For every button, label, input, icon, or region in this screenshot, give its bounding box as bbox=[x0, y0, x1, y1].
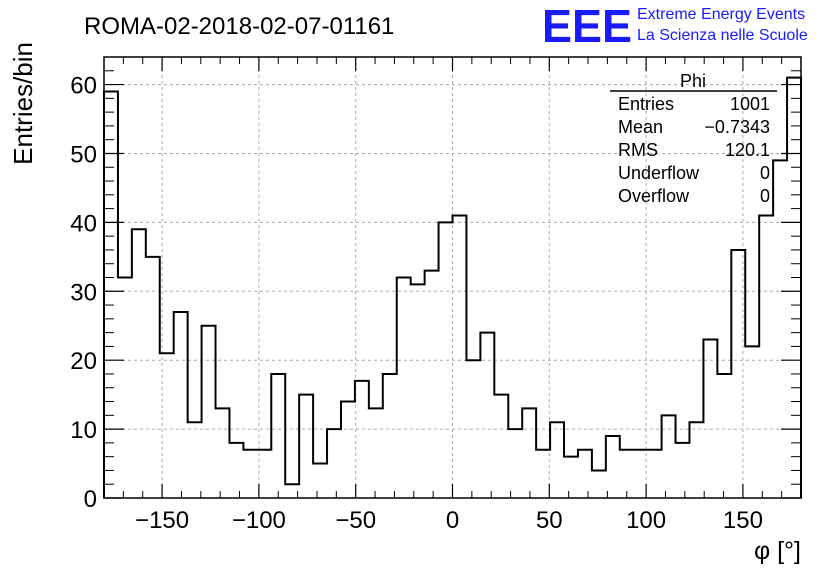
histogram-bin bbox=[341, 402, 355, 498]
histogram-bars bbox=[103, 76, 802, 499]
histogram-bin bbox=[104, 91, 118, 498]
stats-label-entries: Entries bbox=[618, 94, 674, 114]
histogram-bin bbox=[355, 381, 369, 498]
stats-value-mean: −0.7343 bbox=[704, 117, 770, 137]
logo-line1: Extreme Energy Events bbox=[637, 6, 805, 23]
x-tick-label: 0 bbox=[446, 507, 459, 534]
histogram-bin bbox=[313, 464, 327, 498]
histogram-bin bbox=[397, 278, 411, 499]
histogram-bin bbox=[564, 457, 578, 498]
histogram-bin bbox=[299, 395, 313, 498]
histogram-bin bbox=[160, 353, 174, 498]
histogram-bin bbox=[759, 215, 773, 498]
y-tick-label: 10 bbox=[70, 417, 97, 444]
histogram-bin bbox=[425, 271, 439, 498]
y-tick-label: 60 bbox=[70, 73, 97, 100]
stats-label-mean: Mean bbox=[618, 117, 663, 137]
x-tick-label: −100 bbox=[232, 507, 286, 534]
histogram-bin bbox=[369, 408, 383, 498]
histogram-bin bbox=[606, 436, 620, 498]
histogram-bin bbox=[271, 374, 285, 498]
histogram-bin bbox=[522, 408, 536, 498]
histogram-bin bbox=[480, 333, 494, 498]
axis-ticks bbox=[103, 56, 802, 499]
histogram-bin bbox=[676, 443, 690, 498]
histogram-bin bbox=[703, 340, 717, 498]
histogram-bin bbox=[689, 422, 703, 498]
stats-value-rms: 120.1 bbox=[725, 140, 770, 160]
histogram-bin bbox=[620, 450, 634, 498]
eee-logo: EEE Extreme Energy Events La Scienza nel… bbox=[542, 0, 808, 52]
tick-labels: −150 −100 −50 0 50 100 150 0 10 20 30 40 50 60 bbox=[70, 73, 763, 534]
histogram-bin bbox=[216, 408, 230, 498]
histogram-bin bbox=[494, 395, 508, 498]
stats-label-overflow: Overflow bbox=[618, 186, 690, 206]
x-tick-label: 100 bbox=[626, 507, 666, 534]
histogram-bin bbox=[439, 222, 453, 498]
stats-value-entries: 1001 bbox=[730, 94, 770, 114]
histogram-bin bbox=[787, 78, 801, 498]
histogram-bin bbox=[578, 450, 592, 498]
histogram-bin bbox=[285, 484, 299, 498]
histogram-bin bbox=[243, 450, 257, 498]
histogram-bin bbox=[202, 326, 216, 498]
histogram-bin bbox=[648, 450, 662, 498]
histogram-bin bbox=[508, 429, 522, 498]
y-tick-label: 50 bbox=[70, 141, 97, 168]
histogram-bin bbox=[174, 312, 188, 498]
histogram-bin bbox=[118, 278, 132, 499]
histogram-bin bbox=[662, 415, 676, 498]
histogram-bin bbox=[536, 450, 550, 498]
y-tick-label: 0 bbox=[84, 486, 97, 513]
histogram-bin bbox=[229, 443, 243, 498]
logo-line2: La Scienza nelle Scuole bbox=[637, 27, 808, 44]
histogram-bin bbox=[550, 422, 564, 498]
logo-mark: EEE bbox=[542, 0, 632, 52]
histogram-bin bbox=[773, 160, 787, 498]
y-tick-label: 20 bbox=[70, 348, 97, 375]
histogram-bin bbox=[592, 470, 606, 498]
x-tick-label: −150 bbox=[135, 507, 189, 534]
x-tick-label: 150 bbox=[723, 507, 763, 534]
histogram-outline bbox=[103, 76, 802, 498]
stats-value-underflow: 0 bbox=[760, 163, 770, 183]
histogram-bin bbox=[383, 374, 397, 498]
histogram-bin bbox=[188, 422, 202, 498]
x-tick-label: 50 bbox=[536, 507, 563, 534]
chart-title: ROMA-02-2018-02-07-01161 bbox=[84, 13, 394, 40]
histogram-bin bbox=[466, 360, 480, 498]
y-tick-label: 40 bbox=[70, 210, 97, 237]
histogram-bin bbox=[453, 215, 467, 498]
stats-box: Phi Entries 1001 Mean −0.7343 RMS 120.1 … bbox=[610, 71, 777, 206]
histogram-bin bbox=[745, 346, 759, 498]
histogram-bin bbox=[327, 429, 341, 498]
histogram-bin bbox=[717, 374, 731, 498]
x-tick-label: −50 bbox=[335, 507, 376, 534]
histogram-bin bbox=[731, 250, 745, 498]
stats-value-overflow: 0 bbox=[760, 186, 770, 206]
stats-label-underflow: Underflow bbox=[618, 163, 700, 183]
histogram-bin bbox=[146, 257, 160, 498]
x-axis-label: φ [°] bbox=[754, 537, 801, 565]
stats-label-rms: RMS bbox=[618, 140, 658, 160]
histogram-bin bbox=[411, 284, 425, 498]
stats-title: Phi bbox=[680, 71, 706, 91]
histogram-bin bbox=[132, 229, 146, 498]
y-tick-label: 30 bbox=[70, 279, 97, 306]
y-axis-label: Entries/bin bbox=[8, 42, 38, 165]
